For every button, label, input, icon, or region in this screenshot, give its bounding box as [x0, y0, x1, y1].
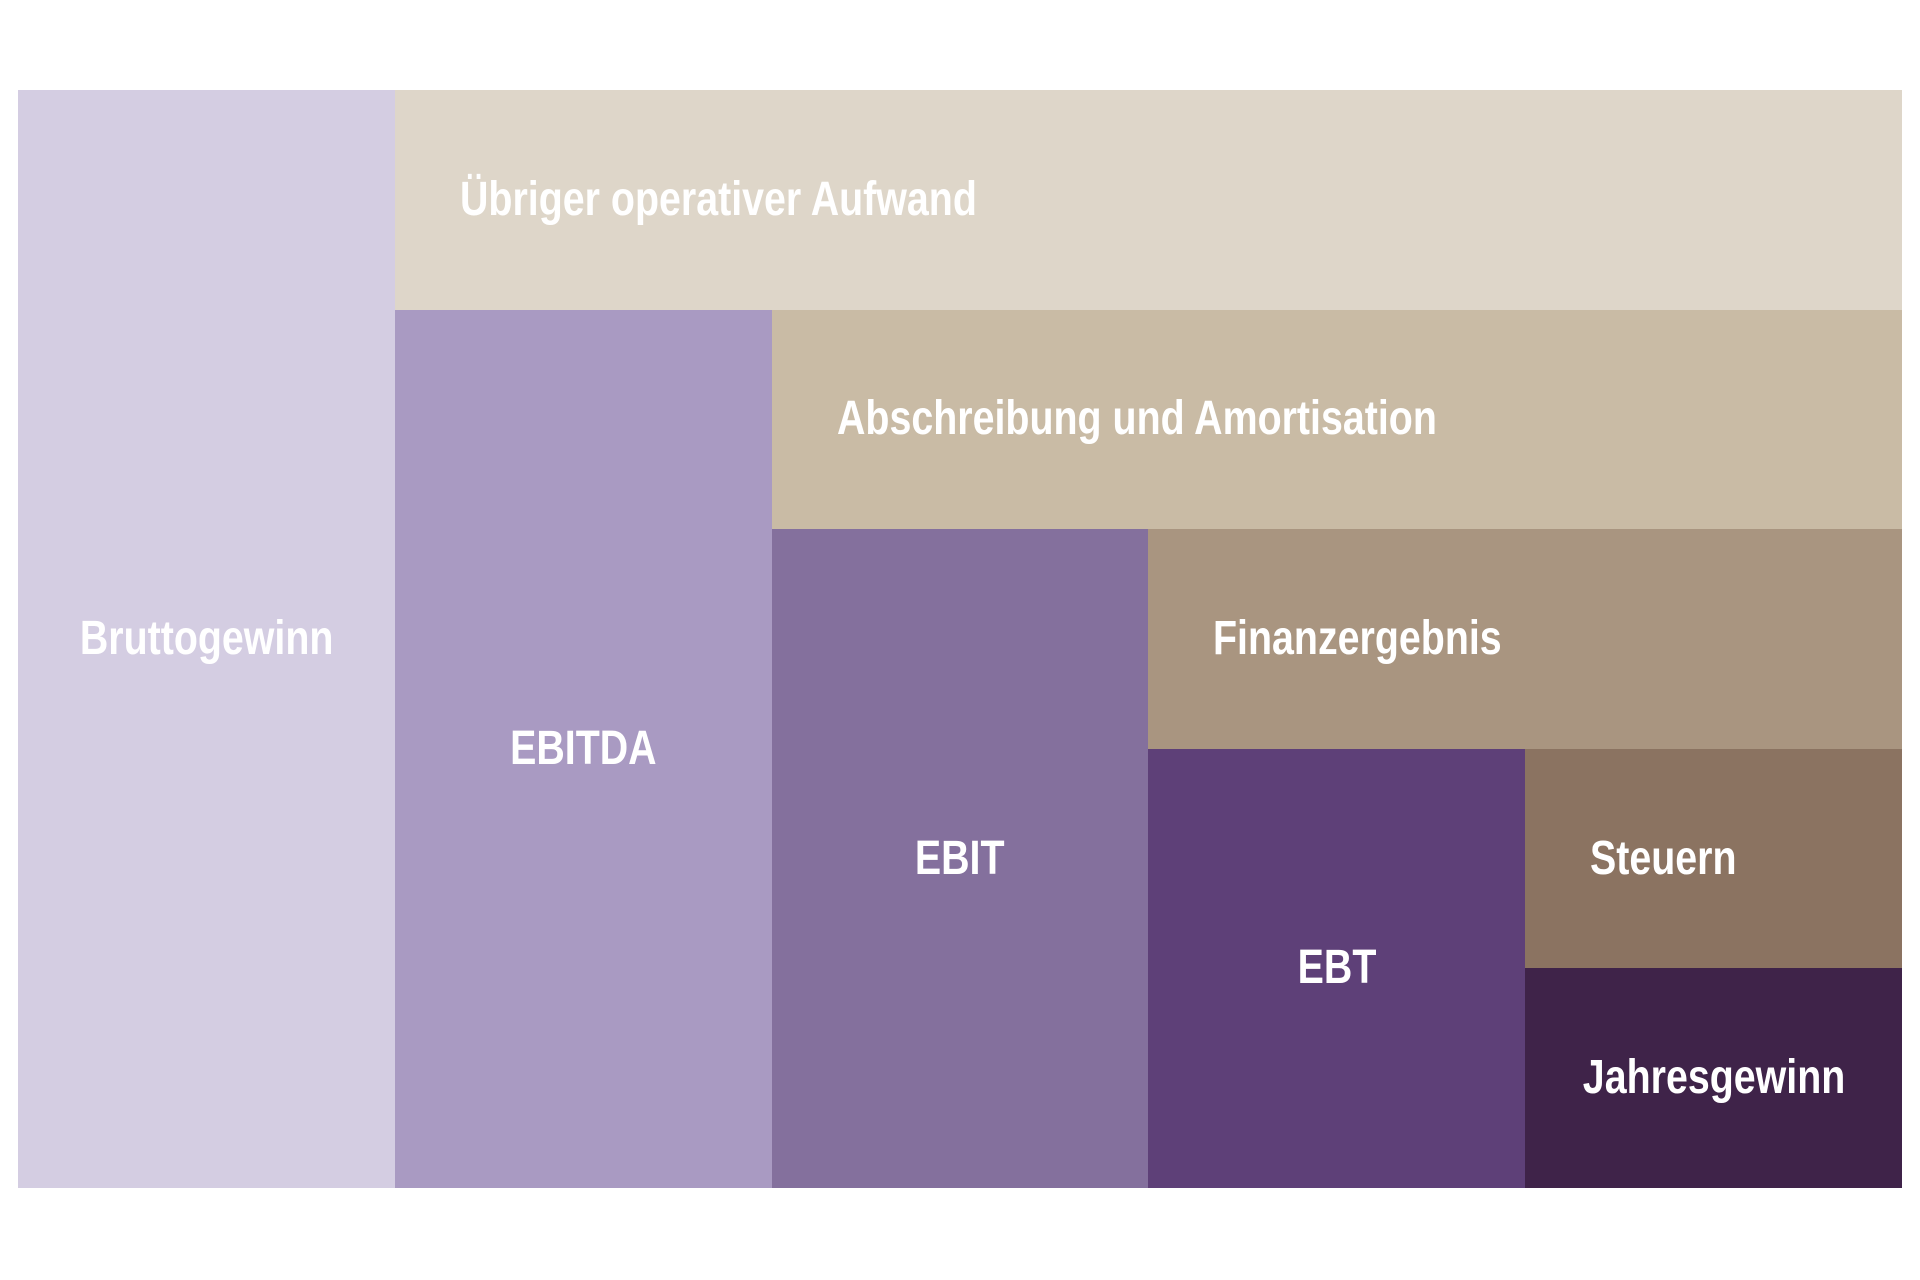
- block-label-uebriger-operativer-aufwand: Übriger operativer Aufwand: [459, 172, 977, 226]
- block-ebit: EBIT: [771, 529, 1149, 1188]
- profit-breakdown-diagram: Bruttogewinn Übriger operativer Aufwand EB…: [18, 90, 1902, 1188]
- block-abschreibung-und-amortisation: Abschreibung und Amortisation: [771, 309, 1902, 530]
- block-ebitda: EBITDA: [394, 309, 772, 1188]
- block-uebriger-operativer-aufwand: Übriger operativer Aufwand: [394, 90, 1902, 310]
- block-jahresgewinn: Jahresgewinn: [1525, 968, 1902, 1188]
- block-finanzergebnis: Finanzergebnis: [1148, 529, 1902, 749]
- block-label-ebit: EBIT: [915, 831, 1005, 885]
- block-label-ebitda: EBITDA: [509, 721, 657, 775]
- block-steuern: Steuern: [1525, 748, 1902, 969]
- block-label-abschreibung-und-amortisation: Abschreibung und Amortisation: [836, 392, 1437, 446]
- block-label-steuern: Steuern: [1590, 831, 1737, 885]
- block-label-jahresgewinn: Jahresgewinn: [1582, 1051, 1845, 1105]
- block-label-ebt: EBT: [1297, 941, 1377, 995]
- block-bruttogewinn: Bruttogewinn: [18, 90, 395, 1188]
- block-ebt: EBT: [1148, 748, 1526, 1188]
- block-label-bruttogewinn: Bruttogewinn: [79, 612, 334, 665]
- block-label-finanzergebnis: Finanzergebnis: [1213, 611, 1503, 665]
